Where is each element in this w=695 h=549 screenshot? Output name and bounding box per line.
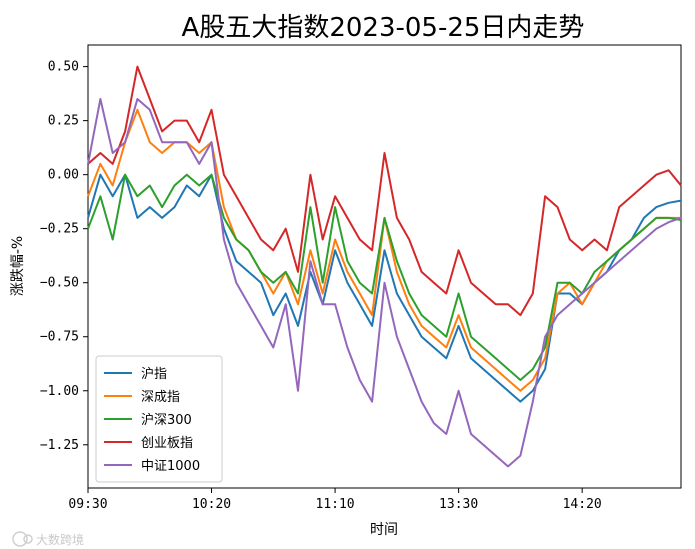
y-tick-label: −0.50 [40, 276, 79, 291]
y-tick-label: −1.00 [40, 384, 79, 399]
y-tick-label: 0.25 [48, 114, 79, 129]
plot-area [87, 44, 682, 489]
legend-entry: 沪指 [141, 366, 167, 382]
y-tick-label: 0.00 [48, 168, 79, 183]
series-line-3 [87, 65, 682, 317]
legend-entry: 沪深300 [141, 412, 192, 428]
chart-title: A股五大指数2023-05-25日内走势 [182, 13, 585, 43]
series-line-2 [87, 173, 682, 381]
y-tick-label: −0.25 [40, 222, 79, 237]
axis-ticks: 09:30 10:20 11:10 13:30 14:20 0.50 0.25 0.00 −0.… [40, 60, 602, 512]
legend-entry: 深成指 [141, 390, 180, 405]
x-tick-label: 14:20 [563, 497, 602, 512]
series-lines [87, 65, 682, 468]
x-tick-label: 09:30 [68, 497, 107, 512]
x-axis-label: 时间 [370, 522, 398, 538]
y-tick-label: −0.75 [40, 330, 79, 345]
y-axis-label: 涨跌幅-% [10, 236, 26, 296]
watermark-logo-icon [12, 531, 33, 547]
watermark: 大数跨境 [36, 532, 84, 547]
x-tick-label: 10:20 [192, 497, 231, 512]
x-tick-label: 11:10 [316, 497, 355, 512]
y-tick-label: 0.50 [48, 60, 79, 75]
legend-box [95, 355, 223, 483]
legend-entry: 中证1000 [141, 459, 200, 474]
legend-entry: 创业板指 [141, 436, 193, 451]
series-line-4 [87, 98, 682, 468]
x-tick-label: 13:30 [439, 497, 478, 512]
y-tick-label: −1.25 [40, 438, 79, 453]
